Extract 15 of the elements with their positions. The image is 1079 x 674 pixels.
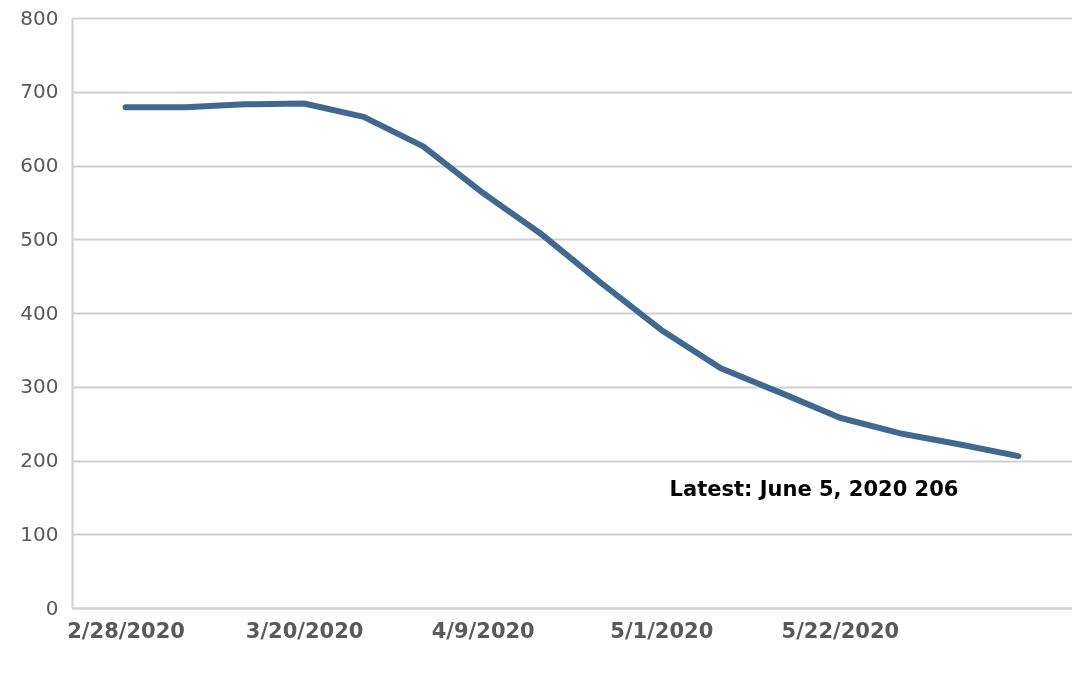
y-tick-label: 700 — [20, 79, 59, 104]
x-tick-label: 3/20/2020 — [245, 618, 364, 643]
x-tick-label: 5/1/2020 — [610, 618, 714, 643]
y-tick-label: 400 — [20, 300, 59, 325]
y-tick-label: 500 — [20, 226, 59, 251]
y-tick-label: 0 — [45, 595, 59, 620]
x-tick-label: 2/28/2020 — [67, 618, 185, 643]
y-tick-label: 300 — [20, 374, 59, 399]
x-tick-label: 5/22/2020 — [781, 618, 900, 643]
y-tick-label: 100 — [20, 521, 59, 546]
annotation: Latest: June 5, 2020 206 — [669, 477, 959, 502]
y-tick-label: 800 — [20, 5, 59, 30]
y-tick-label: 600 — [20, 153, 59, 177]
x-tick-label: 4/9/2020 — [431, 618, 535, 643]
y-tick-label: 200 — [20, 448, 59, 472]
